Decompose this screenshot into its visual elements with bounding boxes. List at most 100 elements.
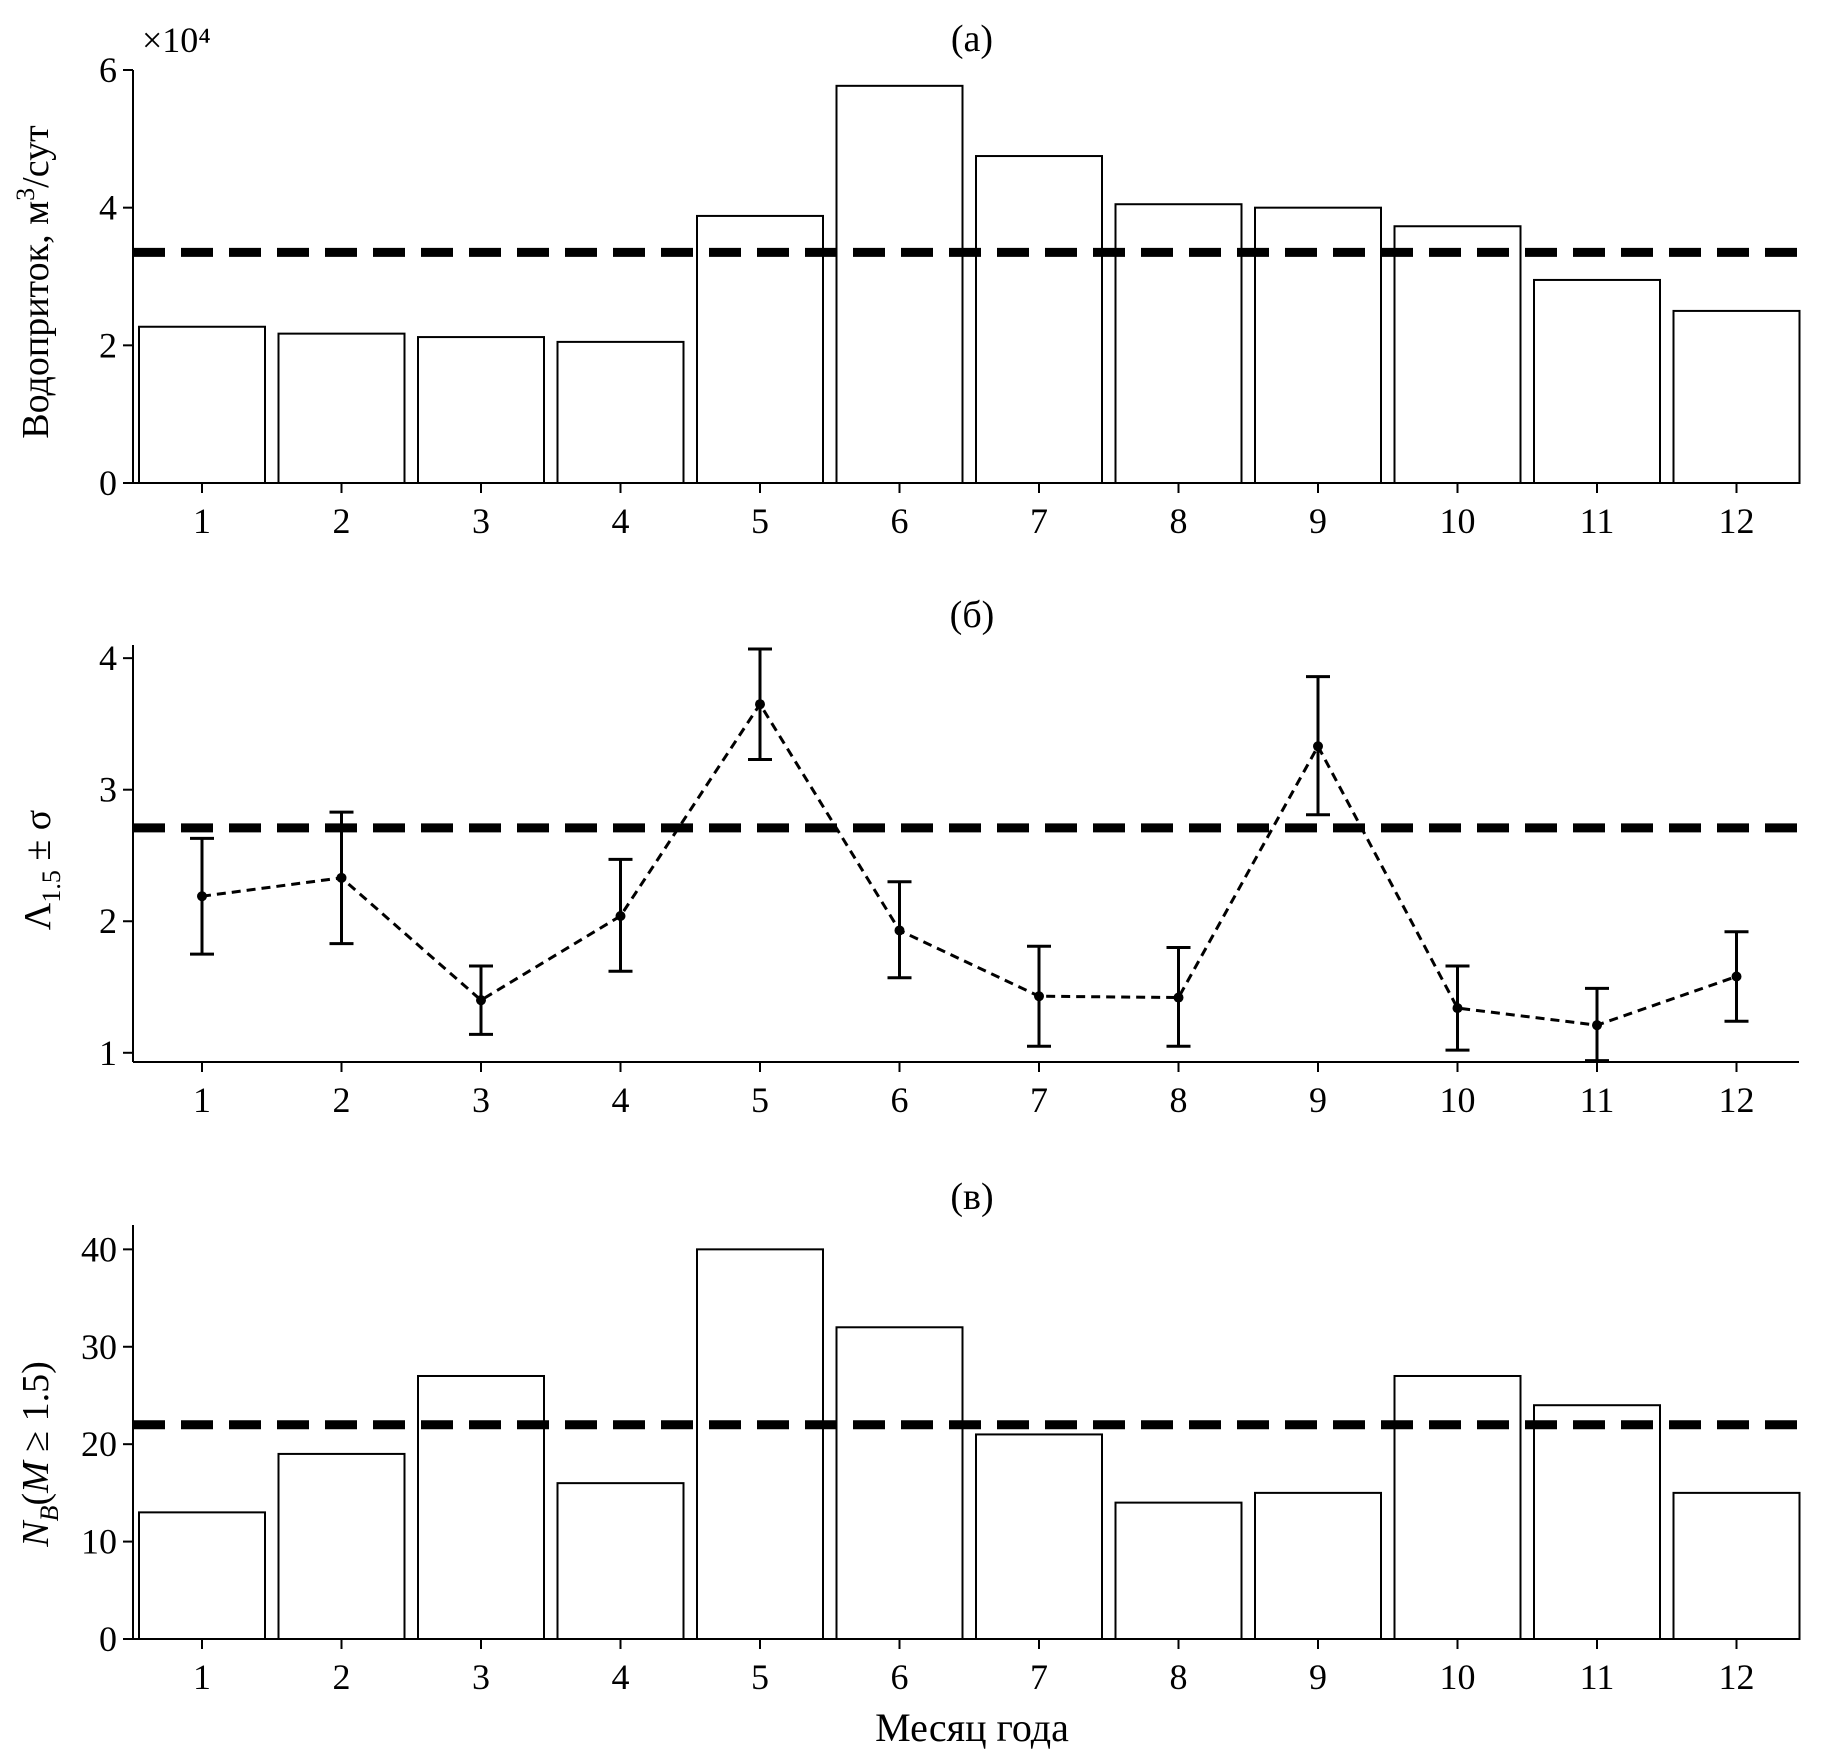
data-point [1452, 1003, 1463, 1014]
bar [1672, 309, 1801, 484]
x-tick-label: 5 [751, 1080, 769, 1120]
x-tick-label: 8 [1170, 1657, 1188, 1697]
data-point [894, 925, 905, 936]
x-tick-label: 9 [1309, 1080, 1327, 1120]
y-tick-label: 1 [99, 1033, 117, 1073]
x-tick-label: 5 [751, 1657, 769, 1697]
data-point [615, 910, 626, 921]
x-tick-label: 6 [891, 501, 909, 541]
bar [1114, 1501, 1243, 1640]
x-tick-label: 12 [1719, 501, 1755, 541]
panel-b-title: (б) [950, 594, 995, 636]
panel-b-ylabel: Λ1.5 ± σ [17, 810, 66, 930]
x-tick-label: 5 [751, 501, 769, 541]
panel-c-xticks: 1 2 3 4 5 6 7 8 9 10 11 12 [193, 1639, 1755, 1697]
panel-a-title: (а) [951, 18, 993, 60]
panel-b-yticks: 1 2 3 4 [99, 638, 133, 1073]
panel-c-yticks: 0 10 20 30 40 [81, 1229, 133, 1659]
y-tick-label: 4 [99, 188, 117, 228]
panel-a-multiplier: ×10⁴ [142, 20, 211, 60]
y-tick-label: 6 [99, 50, 117, 90]
x-tick-label: 2 [333, 1080, 351, 1120]
x-tick-label: 8 [1170, 501, 1188, 541]
bar [835, 1326, 964, 1640]
x-tick-label: 7 [1030, 501, 1048, 541]
y-tick-label: 0 [99, 463, 117, 503]
bar [138, 1511, 266, 1641]
panel-b-xticks: 1 2 3 4 5 6 7 8 9 10 11 12 [193, 1062, 1755, 1120]
bar [417, 1374, 545, 1641]
x-tick-label: 9 [1309, 501, 1327, 541]
x-tick-label: 10 [1440, 1657, 1476, 1697]
x-tick-label: 6 [891, 1080, 909, 1120]
y-tick-label: 30 [81, 1327, 117, 1367]
y-tick-label: 2 [99, 901, 117, 941]
bar [696, 1248, 824, 1640]
data-point [476, 995, 486, 1006]
y-tick-label: 40 [81, 1229, 117, 1269]
bar [556, 1482, 685, 1641]
bar [1672, 1491, 1801, 1640]
y-tick-label: 10 [81, 1522, 117, 1562]
x-tick-label: 3 [472, 1080, 490, 1120]
bar [975, 155, 1103, 485]
x-tick-label: 7 [1030, 1657, 1048, 1697]
data-point [755, 699, 765, 710]
bar [277, 332, 406, 484]
panel-a-ylabel: Водоприток, м3/сут [11, 125, 57, 439]
y-tick-label: 4 [99, 638, 117, 678]
x-tick-label: 1 [193, 501, 211, 541]
bar [1533, 1404, 1661, 1641]
x-tick-label: 3 [472, 501, 490, 541]
data-point [1731, 971, 1742, 982]
y-tick-label: 3 [99, 770, 117, 810]
series-line [201, 701, 1737, 1027]
bar [556, 340, 685, 484]
y-tick-label: 0 [99, 1619, 117, 1659]
y-tick-label: 2 [99, 325, 117, 365]
x-tick-label: 10 [1440, 1080, 1476, 1120]
bar [1114, 203, 1243, 484]
y-tick-label: 20 [81, 1424, 117, 1464]
data-point [1034, 991, 1044, 1002]
panel-c-xlabel: Месяц года [875, 1705, 1069, 1750]
panel-a-xticks: 1 2 3 4 5 6 7 8 9 10 11 12 [193, 483, 1755, 541]
data-point [197, 891, 207, 902]
x-tick-label: 7 [1030, 1080, 1048, 1120]
data-point [1313, 741, 1323, 752]
x-tick-label: 11 [1580, 1080, 1615, 1120]
panel-a-bars [138, 84, 1801, 485]
data-point [336, 872, 347, 883]
x-tick-label: 8 [1170, 1080, 1188, 1120]
bar [1533, 278, 1661, 485]
panel-c-bars [138, 1248, 1801, 1641]
bar [1393, 225, 1522, 484]
bar [1254, 1491, 1382, 1640]
bar [277, 1452, 406, 1640]
x-tick-label: 3 [472, 1657, 490, 1697]
x-tick-label: 12 [1719, 1080, 1755, 1120]
x-tick-label: 4 [612, 501, 630, 541]
bar [975, 1433, 1103, 1641]
x-tick-label: 9 [1309, 1657, 1327, 1697]
panel-c-title: (в) [950, 1176, 993, 1218]
x-tick-label: 12 [1719, 1657, 1755, 1697]
panel-a-yticks: 0 2 4 6 [99, 50, 133, 503]
x-tick-label: 11 [1580, 501, 1615, 541]
data-point [1173, 992, 1184, 1003]
x-tick-label: 1 [193, 1080, 211, 1120]
data-point [1592, 1020, 1602, 1031]
panel-b-series [190, 647, 1749, 1063]
bar [138, 325, 266, 484]
x-tick-label: 11 [1580, 1657, 1615, 1697]
bar [417, 336, 545, 484]
x-tick-label: 2 [333, 501, 351, 541]
bar [1393, 1374, 1522, 1641]
panel-c-ylabel: NB(M ≥ 1.5) [15, 1361, 64, 1548]
x-tick-label: 6 [891, 1657, 909, 1697]
bar [696, 214, 824, 484]
